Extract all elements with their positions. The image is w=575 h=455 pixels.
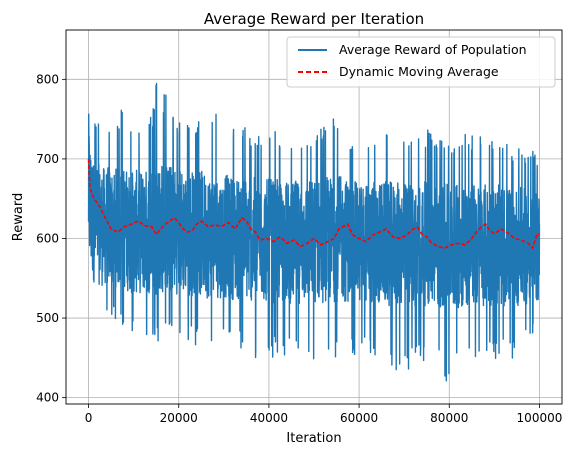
x-axis-label: Iteration: [286, 431, 341, 446]
chart-title: Average Reward per Iteration: [204, 10, 424, 28]
plot-frame: [65, 29, 563, 405]
x-tick-label: 60000: [340, 411, 378, 425]
series-moving-average-line: [87, 158, 540, 250]
x-tick-label: 0: [85, 411, 93, 425]
x-axis: 0 20000 40000 60000 80000 100000: [85, 404, 563, 425]
y-tick-label: 700: [36, 152, 59, 166]
y-tick-label: 500: [36, 311, 59, 325]
y-tick-label: 400: [36, 391, 59, 405]
y-axis: 400 500 600 700 800: [36, 72, 66, 405]
plot-area: [87, 82, 541, 382]
legend-label-moving-average: Dynamic Moving Average: [339, 64, 499, 79]
legend: Average Reward of Population Dynamic Mov…: [286, 36, 556, 88]
series-population-line: [87, 82, 541, 382]
x-tick-label: 80000: [430, 411, 468, 425]
y-tick-label: 800: [36, 72, 59, 86]
y-axis-label: Reward: [11, 193, 26, 241]
legend-label-population: Average Reward of Population: [339, 42, 527, 57]
y-tick-label: 600: [36, 231, 59, 245]
x-tick-label: 20000: [160, 411, 198, 425]
x-tick-label: 40000: [250, 411, 288, 425]
x-tick-label: 100000: [517, 411, 563, 425]
legend-box: [286, 36, 556, 88]
